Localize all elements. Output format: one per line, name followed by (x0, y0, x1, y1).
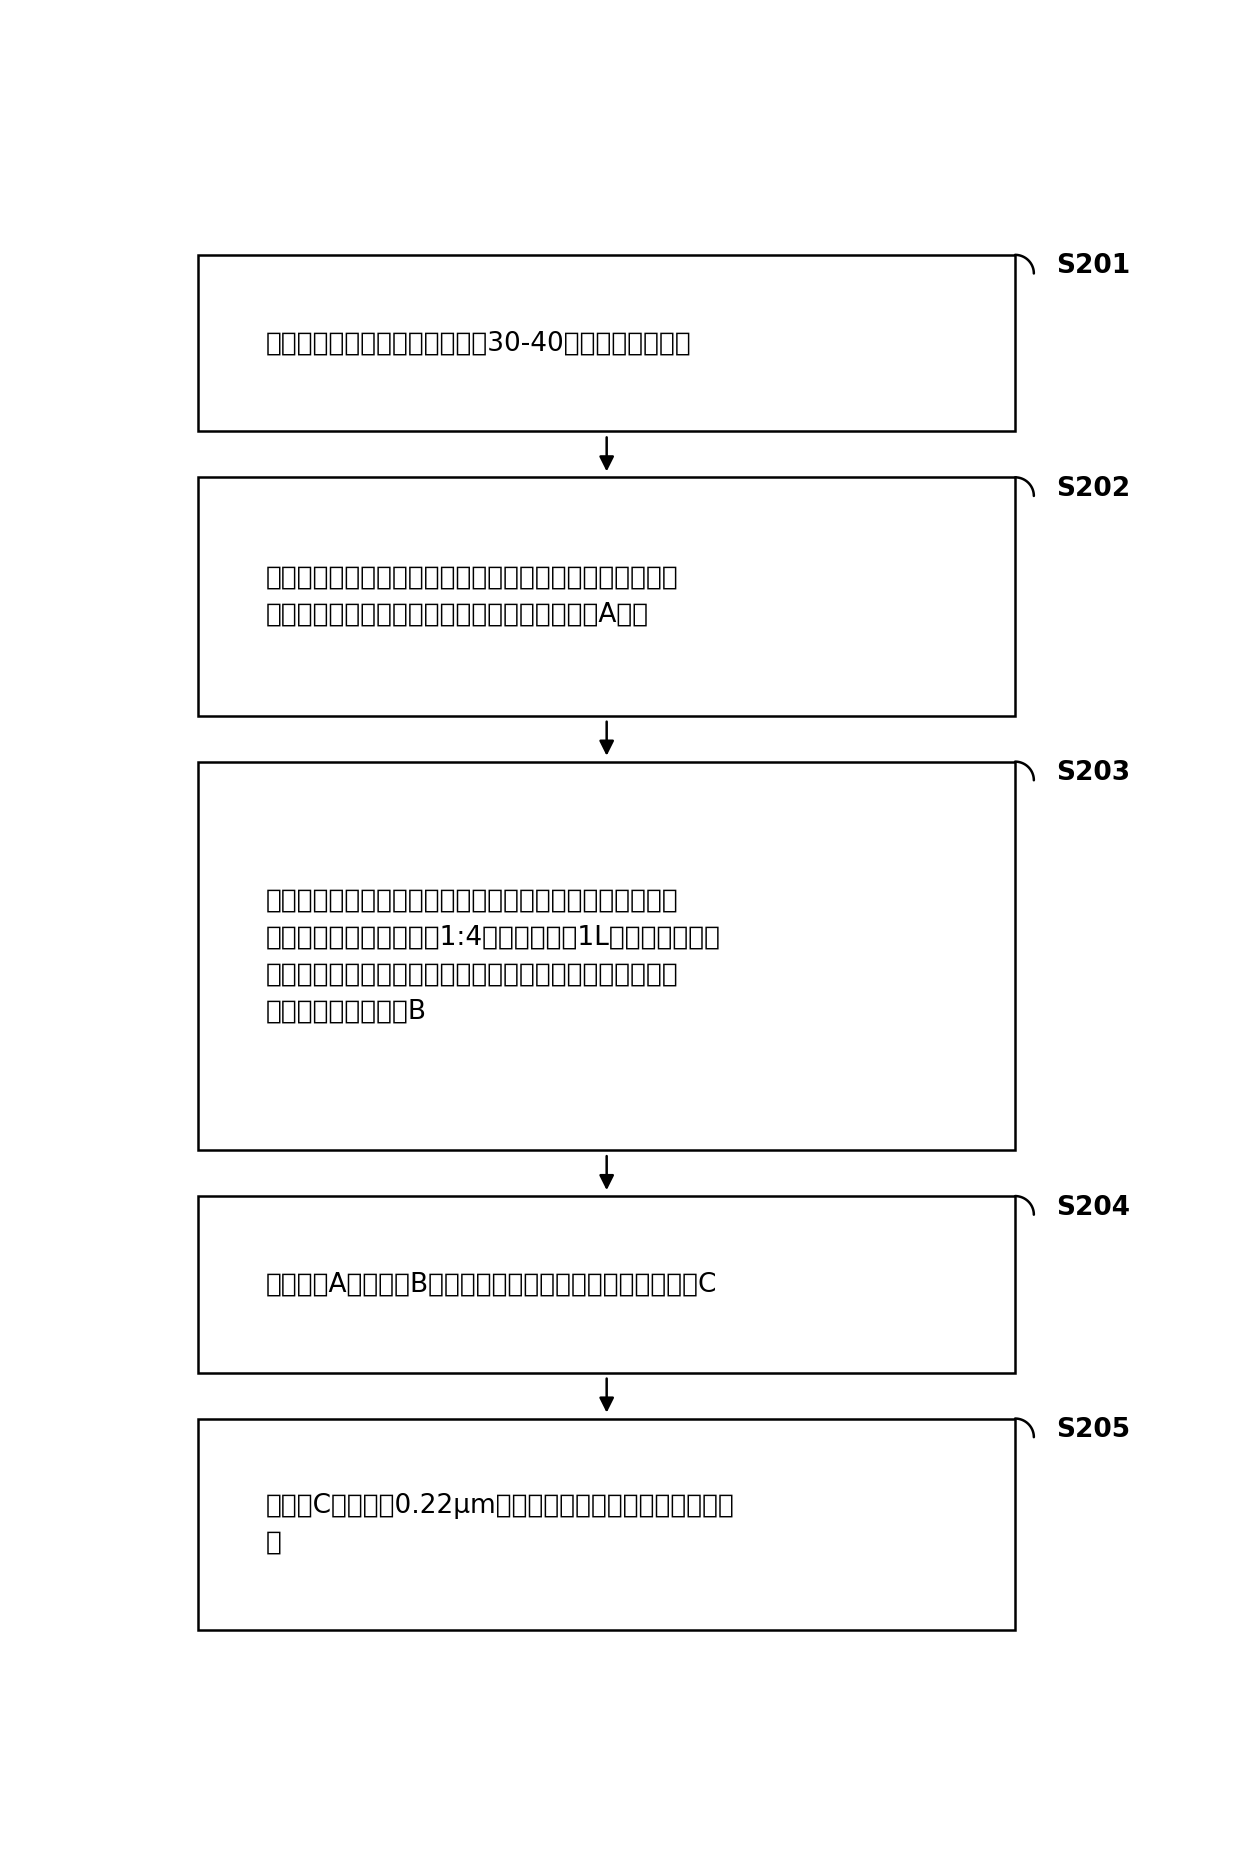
Text: 将尿素加水溶解，溶液混合摔拌30-40分钟，留置而备用: 将尿素加水溶解，溶液混合摔拌30-40分钟，留置而备用 (265, 329, 691, 355)
Text: S204: S204 (1056, 1195, 1131, 1221)
Text: S202: S202 (1056, 476, 1131, 502)
Bar (198, 1197, 1016, 1373)
Bar (198, 761, 1016, 1150)
Text: S205: S205 (1056, 1416, 1131, 1442)
Text: 将米糠、干猪粪、草木灰、棉花壳、柿根茎、花生壳、牛粪
、豌豆粉一起加入到摔拌机中粉碎，得到混合物A备用: 将米糠、干猪粪、草木灰、棉花壳、柿根茎、花生壳、牛粪 、豌豆粉一起加入到摔拌机中… (265, 566, 678, 627)
Text: 将溶液C以孔径为0.22μm的滤菌膜过滤除菌，得到番茄培养
基: 将溶液C以孔径为0.22μm的滤菌膜过滤除菌，得到番茄培养 基 (265, 1493, 734, 1556)
Bar (198, 1418, 1016, 1630)
Bar (198, 255, 1016, 432)
Text: 将混合物A和混合物B震荡摔拌，充分融合各组分，获得溶液C: 将混合物A和混合物B震荡摔拌，充分融合各组分，获得溶液C (265, 1271, 717, 1297)
Text: S203: S203 (1056, 759, 1131, 785)
Text: 选取新鲜番茄，去掉破损部分，切块，用多功能摔拌机摔碎
后，纯番茄汁和水体积比1:4比例混合配成1L的溶液，再用两
层纱布过滤，加入糖蜜、玉米粉、异麦芗寓糖、磷酸: 选取新鲜番茄，去掉破损部分，切块，用多功能摔拌机摔碎 后，纯番茄汁和水体积比1:… (265, 888, 720, 1024)
Text: S201: S201 (1056, 253, 1131, 279)
Bar (198, 476, 1016, 716)
